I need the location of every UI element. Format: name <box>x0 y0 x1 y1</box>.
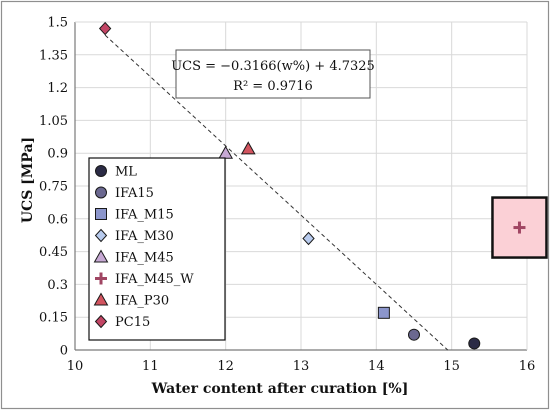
legend-marker-ifa-m30 <box>94 228 108 243</box>
point-ifa-m30 <box>302 231 315 246</box>
y-tick-label: 0.9 <box>47 147 68 162</box>
legend-marker-ifa-m15 <box>95 208 107 220</box>
point-ifa15 <box>408 328 420 341</box>
x-tick-label: 12 <box>217 359 234 374</box>
x-tick-label: 11 <box>142 359 159 374</box>
legend-marker-ifa15 <box>95 186 107 199</box>
x-tick-label: 16 <box>519 359 536 374</box>
point-ifa-m15 <box>377 306 390 319</box>
point-ifa-m45-w <box>513 221 526 234</box>
legend-label-ifa-p30: IFA_P30 <box>115 294 169 309</box>
y-tick-label: 0.6 <box>47 212 68 227</box>
x-tick-label: 13 <box>293 359 310 374</box>
legend-label-ml: ML <box>115 165 137 180</box>
regression-equation-box: UCS = −0.3166(w%) + 4.7325 R² = 0.9716 <box>171 49 375 99</box>
legend: ML IFA15 IFA_M15 IFA_M30 IFA_M45 IFA_M45_W IFA… <box>88 157 226 341</box>
legend-label-pc15: PC15 <box>115 315 150 330</box>
data-points <box>98 21 526 350</box>
x-tick-label: 14 <box>368 359 385 374</box>
point-pc15 <box>98 21 112 36</box>
equation-box-frame <box>175 49 371 99</box>
y-tick-label: 1.2 <box>47 81 68 96</box>
legend-marker-ifa-m45 <box>93 249 109 263</box>
y-tick-label: 0.45 <box>39 245 68 260</box>
point-ml <box>468 337 481 350</box>
legend-label-ifa15: IFA15 <box>115 186 154 201</box>
legend-marker-ml <box>95 165 107 177</box>
y-tick-label: 1.05 <box>39 114 68 129</box>
x-tick-label: 15 <box>443 359 460 374</box>
legend-label-ifa-m15: IFA_M15 <box>115 208 174 223</box>
point-ifa-m45 <box>218 145 234 159</box>
y-tick-label: 0.75 <box>39 180 68 195</box>
y-tick-label: 0.15 <box>39 311 68 326</box>
legend-marker-ifa-p30 <box>93 292 109 306</box>
trendline <box>104 34 449 351</box>
y-tick-label: 0.3 <box>47 278 68 293</box>
legend-marker-ifa-m45-w <box>95 272 107 285</box>
equation-text: UCS = −0.3166(w%) + 4.7325 <box>171 59 375 74</box>
point-ifa-p30 <box>240 141 256 155</box>
trendline-layer <box>104 34 449 351</box>
axes <box>74 21 528 351</box>
y-tick-label: 1.5 <box>47 16 68 31</box>
x-axis-title: Water content after curation [%] <box>151 381 409 397</box>
legend-marker-pc15 <box>94 314 108 329</box>
legend-label-ifa-m45-w: IFA_M45_W <box>115 272 194 287</box>
r-squared-text: R² = 0.9716 <box>233 79 313 94</box>
y-axis-title: UCS [MPa] <box>20 137 36 223</box>
x-tick-label: 10 <box>67 359 84 374</box>
legend-frame <box>88 157 226 341</box>
legend-label-ifa-m30: IFA_M30 <box>115 229 174 244</box>
y-tick-label: 0 <box>60 344 68 359</box>
y-tick-label: 1.35 <box>39 48 68 63</box>
tick-labels: 0 0.15 0.3 0.45 0.6 0.75 0.9 1.05 1.2 1.35 1.5 10 11… <box>39 16 535 375</box>
legend-label-ifa-m45: IFA_M45 <box>115 251 174 266</box>
